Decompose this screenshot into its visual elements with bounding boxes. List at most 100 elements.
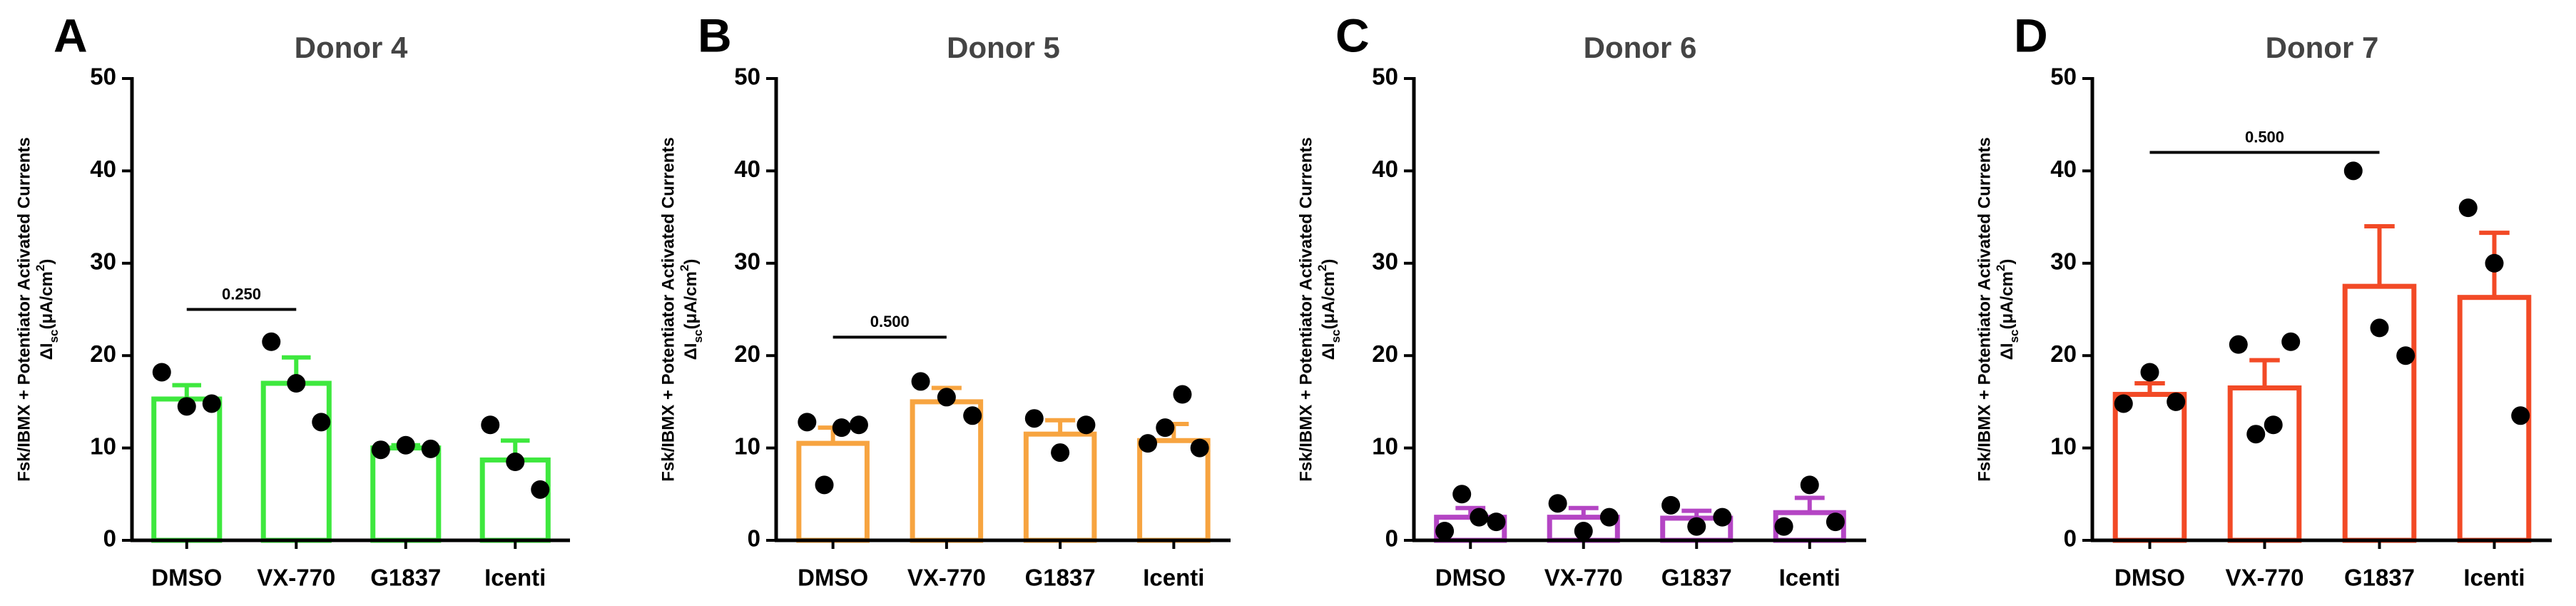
y-axis-label-part: 2 <box>34 265 47 271</box>
x-tick-label: DMSO <box>2114 565 2185 591</box>
significance-label: 0.500 <box>2245 128 2284 146</box>
y-axis-label-part: (μA/cm <box>37 271 56 329</box>
data-point <box>1452 485 1472 504</box>
data-point <box>2511 406 2530 425</box>
x-tick-label: VX-770 <box>907 565 986 591</box>
data-point <box>1826 512 1845 532</box>
data-point <box>177 397 196 416</box>
data-point <box>911 372 930 391</box>
y-tick-label: 30 <box>2050 248 2077 275</box>
x-tick-label: G1837 <box>1025 565 1096 591</box>
data-point <box>396 435 415 455</box>
y-axis-label-part: ΔI <box>37 343 56 360</box>
y-tick-label: 30 <box>90 248 116 275</box>
bar <box>796 440 870 543</box>
data-point <box>963 406 982 425</box>
y-axis-label-part: sc <box>47 330 61 343</box>
x-tick-label: G1837 <box>2344 565 2415 591</box>
y-axis-label-part: ) <box>37 259 56 265</box>
y-tick-label: 0 <box>2064 525 2077 552</box>
y-axis-label-part: sc <box>1329 330 1343 343</box>
y-tick-label: 40 <box>734 156 760 182</box>
x-tick-label: VX-770 <box>1544 565 1623 591</box>
y-axis-label-part: (μA/cm <box>1319 271 1338 329</box>
data-point <box>371 440 390 460</box>
chart-title: Donor 6 <box>1584 31 1697 64</box>
y-axis-label-part: ) <box>1997 259 2017 265</box>
y-axis-label-part: (μA/cm <box>681 271 701 329</box>
y-axis-label-part: 2 <box>678 265 691 271</box>
x-tick-label: VX-770 <box>2225 565 2303 591</box>
y-tick-label: 0 <box>748 525 760 552</box>
data-point <box>262 332 281 351</box>
y-tick-label: 0 <box>103 525 116 552</box>
data-point <box>849 415 868 435</box>
y-tick-label: 50 <box>90 64 116 90</box>
y-tick-label: 10 <box>90 433 116 459</box>
y-tick-label: 10 <box>2050 433 2077 459</box>
data-point <box>2246 425 2266 444</box>
panel-letter: D <box>2014 9 2048 61</box>
data-point <box>1687 517 1706 536</box>
data-point <box>481 415 500 435</box>
bar <box>910 399 984 543</box>
y-tick-label: 20 <box>1372 340 1398 367</box>
y-tick-label: 10 <box>734 433 760 459</box>
x-tick-label: Icenti <box>1143 565 1204 591</box>
data-point <box>1076 415 1096 435</box>
y-axis-label: Fsk/IBMX + Potentiator Activated Current… <box>1975 137 1994 482</box>
data-point <box>1435 522 1455 541</box>
x-tick-label: DMSO <box>798 565 868 591</box>
y-tick-label: 40 <box>90 156 116 182</box>
bar <box>370 445 442 543</box>
data-point <box>2167 392 2186 411</box>
data-point <box>1713 507 1732 527</box>
data-point <box>152 363 171 382</box>
data-point <box>1139 434 1158 453</box>
y-axis-label-part: ) <box>681 259 701 265</box>
data-point <box>1599 507 1619 527</box>
y-axis-label: Fsk/IBMX + Potentiator Activated Current… <box>1296 137 1315 482</box>
x-tick-label: DMSO <box>151 565 222 591</box>
y-axis-label-part: 2 <box>1315 265 1329 271</box>
data-point <box>815 475 834 495</box>
y-axis-label-part: sc <box>2007 330 2021 343</box>
chart-title: Donor 4 <box>295 31 408 64</box>
y-tick-label: 50 <box>2050 64 2077 90</box>
panel-letter: C <box>1335 9 1370 61</box>
y-tick-label: 20 <box>90 340 116 367</box>
bar <box>1137 438 1211 543</box>
data-point <box>2114 394 2133 413</box>
y-tick-label: 20 <box>2050 340 2077 367</box>
bar <box>479 457 551 543</box>
data-point <box>1661 495 1681 515</box>
bar <box>2112 392 2187 543</box>
bar <box>151 396 223 543</box>
data-point <box>2396 346 2415 365</box>
data-point <box>937 388 956 407</box>
data-point <box>1051 443 1070 463</box>
y-tick-label: 30 <box>734 248 760 275</box>
data-point <box>1173 385 1192 404</box>
x-tick-label: DMSO <box>1435 565 1506 591</box>
y-axis-label-part: sc <box>691 330 705 343</box>
data-point <box>202 394 221 413</box>
bar <box>2227 385 2302 543</box>
data-point <box>2370 318 2389 338</box>
data-point <box>421 439 440 458</box>
significance-label: 0.250 <box>222 285 261 303</box>
chart-title: Donor 7 <box>2266 31 2379 64</box>
data-point <box>2281 332 2301 351</box>
chart-title: Donor 5 <box>947 31 1060 64</box>
data-point <box>1487 512 1506 532</box>
panel-letter: A <box>54 9 88 61</box>
data-point <box>1190 438 1209 458</box>
y-axis-label-units: ΔIsc(μA/cm2) <box>678 259 705 360</box>
data-point <box>506 453 525 472</box>
data-point <box>2343 161 2363 181</box>
panel-letter: B <box>698 9 732 61</box>
data-point <box>2229 335 2248 354</box>
y-tick-label: 40 <box>2050 156 2077 182</box>
data-point <box>1156 418 1175 438</box>
